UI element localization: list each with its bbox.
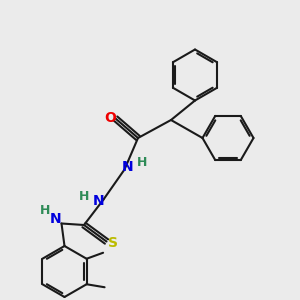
Text: H: H [79,190,89,203]
Text: N: N [50,212,61,226]
Text: H: H [40,204,50,218]
Text: S: S [108,236,118,250]
Text: H: H [137,155,148,169]
Text: N: N [93,194,105,208]
Text: O: O [104,112,116,125]
Text: N: N [122,160,133,173]
